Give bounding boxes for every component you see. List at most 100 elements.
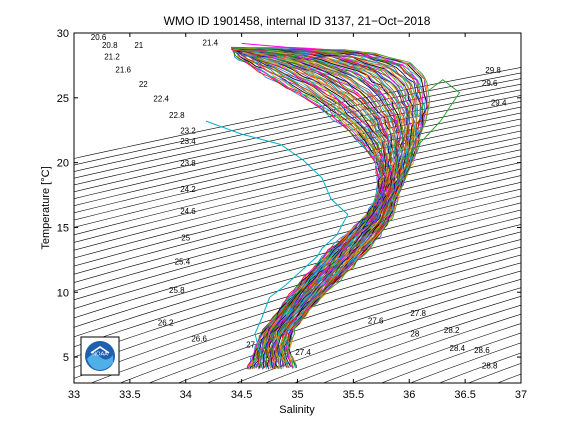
outlier-profile-line [286,58,379,153]
density-label: 21 [134,41,143,50]
svg-text:NOAA: NOAA [92,352,108,358]
density-contour [119,254,521,383]
density-label: 23.2 [180,126,196,135]
density-label: 21.6 [115,66,131,75]
density-contour [235,287,521,383]
profile-line [231,47,426,369]
density-label: 23.8 [180,159,196,168]
density-contour [523,7,576,432]
y-tick-label: 5 [63,352,69,364]
y-axis-label: Temperature [°C] [40,166,52,249]
density-label: 24.6 [180,207,196,216]
density-label: 24.2 [180,185,196,194]
density-contour [206,278,521,383]
density-label: 28 [410,329,419,338]
density-contour [467,362,521,383]
profile-line [232,47,380,370]
x-tick-label: 34.5 [231,389,252,401]
density-label: 26.6 [191,335,207,344]
density-contour [436,7,576,432]
density-contour-labels: 20.620.8 21 21.2 21.4 21.6 22 22.422.8 23.2 23.4… [91,33,507,371]
noaa-logo: NOAA [80,336,120,376]
density-contour [264,296,521,383]
density-contour [74,175,521,292]
density-contour [496,373,521,383]
density-label: 28.2 [444,326,460,335]
outlier-profile-line [403,79,461,161]
y-tick-label: 25 [57,93,69,105]
density-contour [293,304,521,383]
x-tick-label: 36 [403,389,415,401]
x-tick-label: 33.5 [119,389,140,401]
density-contour [74,162,521,275]
density-contour [74,72,521,166]
density-label: 27 [246,340,255,349]
y-tick-label: 30 [57,28,69,40]
x-tick-label: 34 [180,389,192,401]
density-label: 27.6 [368,316,384,325]
density-label: 25.4 [175,257,191,266]
density-contour [409,342,521,383]
density-label: 29.4 [491,99,507,108]
y-tick-label: 15 [57,222,69,234]
x-axis-label: Salinity [279,404,315,416]
density-contour [74,78,521,172]
profile-line [231,48,380,370]
density-label: 28.8 [482,362,498,371]
density-label: 28.6 [474,346,490,355]
density-contour [74,202,521,328]
profile-line [231,47,386,368]
profile-line [233,49,387,368]
density-label: 28.4 [450,344,466,353]
density-contour [74,143,521,251]
density-label: 23.4 [180,137,196,146]
density-contour [177,270,521,383]
density-label: 26.2 [158,318,174,327]
float-profiles [205,42,461,370]
density-contour [378,7,576,432]
y-tick-label: 10 [57,287,69,299]
x-tick-label: 33 [68,389,80,401]
chart-title: WMO ID 1901458, internal ID 3137, 21−Oct… [164,14,431,28]
density-contour [74,155,521,267]
density-contour [74,168,521,283]
density-contour [74,195,521,319]
outlier-profile-line [241,42,332,51]
density-contour [351,323,521,383]
density-contour [74,181,521,301]
density-contour [74,67,521,159]
density-label: 25 [181,233,190,242]
density-label: 22 [139,80,148,89]
profile-line [231,48,383,368]
density-label: 22.4 [153,95,169,104]
x-tick-label: 35 [291,389,303,401]
y-tick-label: 20 [57,158,69,170]
density-contour [74,149,521,259]
density-contour [380,332,521,383]
density-contour [74,130,521,236]
x-tick-label: 36.5 [454,389,475,401]
density-contour [148,262,521,383]
axis-ticks: 33 33.5 34 34.5 35 35.5 36 36.5 37 5 10 15 20 25 30 [57,28,527,401]
density-contour [494,7,576,432]
density-contour [74,224,521,358]
x-tick-label: 35.5 [343,389,364,401]
density-label: 21.2 [104,53,120,62]
density-contour [438,352,521,383]
density-label: 20.6 [91,33,107,42]
density-label: 22.8 [169,111,185,120]
density-contour [74,136,521,243]
density-contour [322,313,521,383]
profile-line [232,46,415,368]
density-label: 27.4 [295,348,311,357]
outlier-profile-line [205,120,349,353]
density-label: 29.8 [485,66,501,75]
density-contour [74,216,521,348]
x-tick-label: 37 [515,389,527,401]
profile-line [233,47,430,367]
density-label: 29.6 [482,79,498,88]
density-label: 20.8 [102,41,118,50]
density-label: 25.8 [169,286,185,295]
density-label: 27.8 [410,309,426,318]
